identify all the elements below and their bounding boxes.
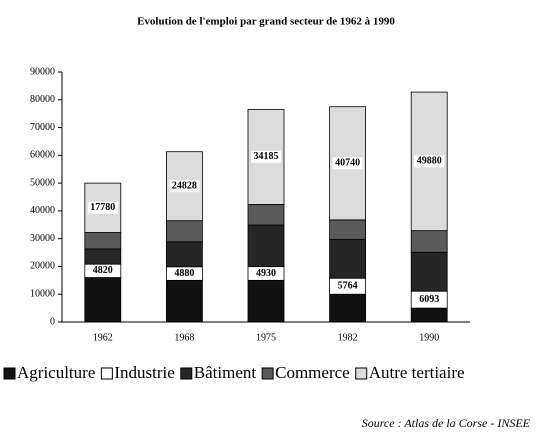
label-box <box>87 264 118 277</box>
value-label: 34185 <box>254 151 279 162</box>
bar-segment <box>165 220 203 243</box>
bar-segment <box>247 204 285 226</box>
y-tick-label: 80000 <box>30 94 55 105</box>
bar-segment <box>410 307 448 323</box>
y-tick-label: 90000 <box>30 66 55 77</box>
y-tick-label: 70000 <box>30 122 55 133</box>
x-tick-label: 1982 <box>338 332 358 343</box>
x-tick-label: 1968 <box>174 332 194 343</box>
bar-segment <box>165 279 203 323</box>
legend-swatch <box>100 367 113 380</box>
value-label: 24828 <box>172 180 197 191</box>
bar-segment <box>84 232 122 250</box>
y-tick-label: 20000 <box>30 261 55 272</box>
bar-segment <box>165 241 203 268</box>
bar-segment <box>329 293 367 323</box>
legend-label: Commerce <box>275 363 350 382</box>
x-tick-label: 1975 <box>256 332 276 343</box>
value-label: 4820 <box>93 265 113 276</box>
label-box <box>169 180 200 193</box>
y-tick-label: 10000 <box>30 289 55 300</box>
legend-label: Bâtiment <box>194 363 257 382</box>
x-tick-label: 1962 <box>93 332 113 343</box>
label-box <box>169 267 200 280</box>
chart-title: Evolution de l'emploi par grand secteur … <box>137 16 395 28</box>
x-tick-label: 1990 <box>419 332 439 343</box>
label-box <box>414 293 445 306</box>
legend-swatch <box>180 367 193 380</box>
label-box <box>251 150 281 163</box>
legend-label: Agriculture <box>17 363 95 382</box>
y-tick-label: 40000 <box>30 205 55 216</box>
value-label: 17780 <box>90 202 115 213</box>
source: Source : Atlas de la Corse - INSEE <box>362 416 531 430</box>
bar-segment <box>84 248 122 265</box>
legend-label: Autre tertiaire <box>369 363 465 382</box>
y-tick-label: 30000 <box>30 233 55 244</box>
label-box <box>332 157 363 170</box>
bar-segment <box>329 219 367 240</box>
value-label: 40740 <box>335 158 360 169</box>
legend-swatch <box>261 367 274 380</box>
bar-segment <box>84 277 122 323</box>
legend-swatch <box>3 367 16 380</box>
value-label: 4880 <box>174 268 194 279</box>
bar-segment <box>410 230 448 253</box>
value-label: 5764 <box>338 281 358 292</box>
label-box <box>87 201 118 214</box>
label-box <box>414 155 445 168</box>
bar-segment <box>247 224 285 268</box>
bar-segment <box>410 251 448 292</box>
legend-label: Industrie <box>114 363 174 382</box>
bar-segment <box>247 279 285 323</box>
bar-segment <box>329 238 367 279</box>
legend-swatch <box>355 367 368 380</box>
value-label: 49880 <box>417 156 442 167</box>
y-tick-label: 60000 <box>30 150 55 161</box>
y-tick-label: 50000 <box>30 177 55 188</box>
y-tick-label: 0 <box>50 316 55 327</box>
label-box <box>332 280 363 293</box>
value-label: 6093 <box>419 294 439 305</box>
label-box <box>251 267 281 280</box>
value-label: 4930 <box>256 268 276 279</box>
